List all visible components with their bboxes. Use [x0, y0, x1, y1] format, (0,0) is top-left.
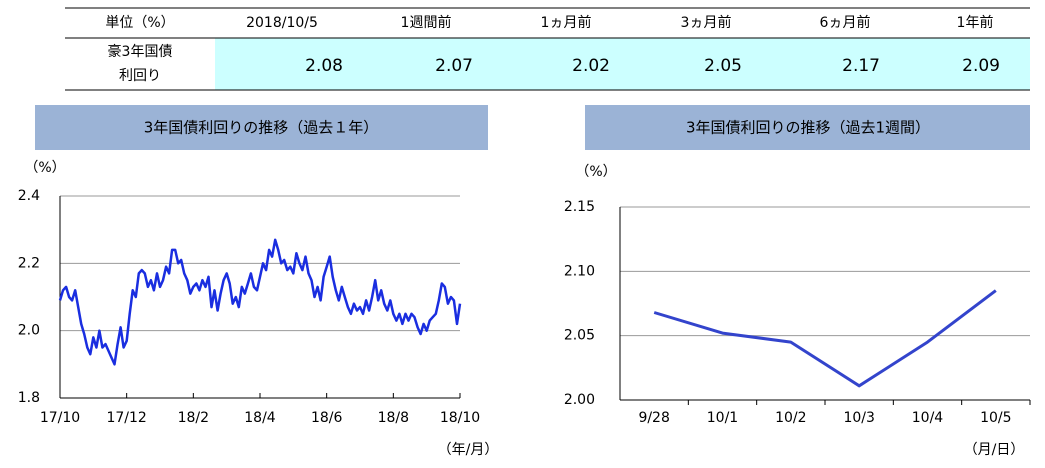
title-box [585, 105, 1030, 150]
y-tick-label: 2.15 [564, 199, 595, 215]
table-cell: 2.08 [305, 56, 343, 76]
chart-title: 3年国債利回りの推移（過去1週間） [686, 119, 930, 137]
x-tick-label: 17/10 [40, 410, 80, 426]
table-header: 3ヵ月前 [681, 14, 732, 31]
table-cell: 2.17 [842, 56, 880, 76]
table-header: 6ヵ月前 [820, 14, 871, 31]
chart-title: 3年国債利回りの推移（過去１年） [144, 119, 379, 137]
x-tick-label: 17/12 [106, 410, 146, 426]
y-tick-label: 2.0 [18, 323, 40, 339]
x-tick-label: 18/10 [440, 410, 480, 426]
data-line [653, 289, 997, 388]
table-cell: 2.09 [962, 56, 1000, 76]
x-tick-label: 10/1 [707, 410, 738, 426]
y-tick-label: 1.8 [18, 390, 40, 406]
table-row-bg [215, 38, 1030, 90]
x-tick-label: 9/28 [638, 410, 669, 426]
title-box [35, 105, 488, 150]
table-header: 1年前 [957, 14, 994, 31]
table-header: 2018/10/5 [246, 15, 318, 31]
y-unit: （%） [575, 164, 616, 180]
row-label: 豪3年国債 [108, 44, 173, 60]
y-tick-label: 2.10 [564, 263, 595, 279]
y-tick-label: 2.00 [564, 392, 595, 408]
table-header: 1ヵ月前 [541, 14, 592, 31]
x-tick-label: 18/2 [178, 410, 209, 426]
table-cell: 2.02 [572, 56, 610, 76]
table-cell: 2.05 [704, 56, 742, 76]
x-tick-label: 18/8 [378, 410, 409, 426]
x-tick-label: 10/4 [912, 410, 944, 426]
x-tick-label: 10/3 [843, 410, 874, 426]
y-tick-label: 2.4 [18, 188, 40, 204]
x-tick-label: 18/6 [311, 410, 343, 426]
x-tick-label: 10/5 [980, 410, 1011, 426]
table-header: 単位（%） [105, 15, 174, 31]
y-unit: （%） [24, 160, 65, 176]
y-tick-label: 2.05 [564, 328, 595, 344]
x-unit: （年/月） [438, 442, 499, 458]
table-cell: 2.07 [435, 56, 473, 76]
data-line [58, 238, 462, 366]
x-tick-label: 18/4 [244, 410, 276, 426]
x-unit: （月/日） [964, 442, 1025, 458]
y-tick-label: 2.2 [18, 255, 40, 271]
row-label: 利回り [119, 68, 161, 84]
table-header: 1週間前 [401, 14, 452, 31]
x-tick-label: 10/2 [775, 410, 806, 426]
